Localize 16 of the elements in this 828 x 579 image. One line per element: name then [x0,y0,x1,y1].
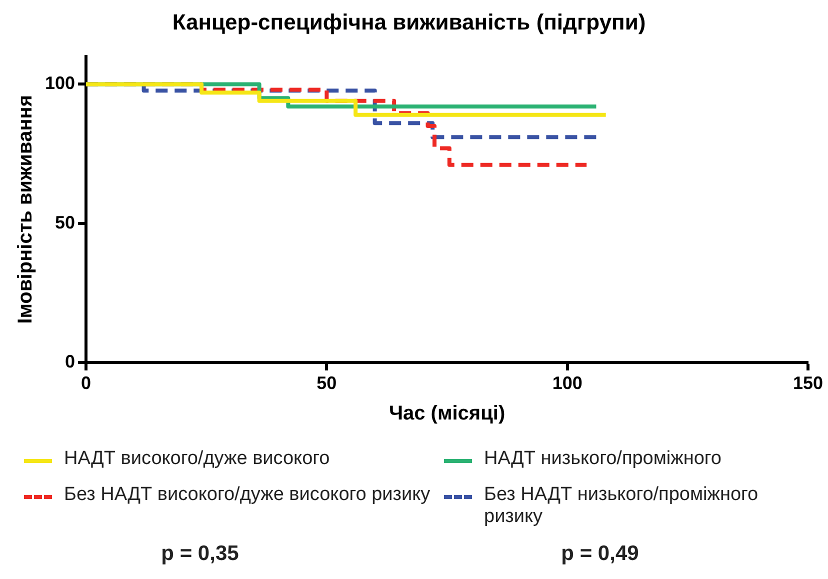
x-tick-label: 100 [552,373,582,394]
y-tick-label: 100 [44,73,76,94]
x-tick-label: 0 [81,373,92,394]
y-axis-title: Імовірність виживання [14,94,37,324]
text: p = 0,35 [160,542,240,566]
x-tick-label: 50 [316,373,337,394]
chart-title: Канцер-специфічна виживаність (підгрупи) [172,9,646,34]
x-axis-title: Час (місяці) [388,402,506,425]
y-tick-label: 50 [55,212,76,232]
text: p = 0,49 [560,542,640,566]
x-tick-label: 150 [792,373,824,394]
legend-label: НАДТ низького/проміжного [484,448,722,470]
legend-label: Без НАДТ низького/проміжного ризику [484,484,760,528]
legend-label: Без НАДТ високого/дуже високого ризику [64,484,430,506]
y-tick-label: 0 [65,351,76,372]
legend-label: НАДТ високого/дуже високого [64,448,330,470]
